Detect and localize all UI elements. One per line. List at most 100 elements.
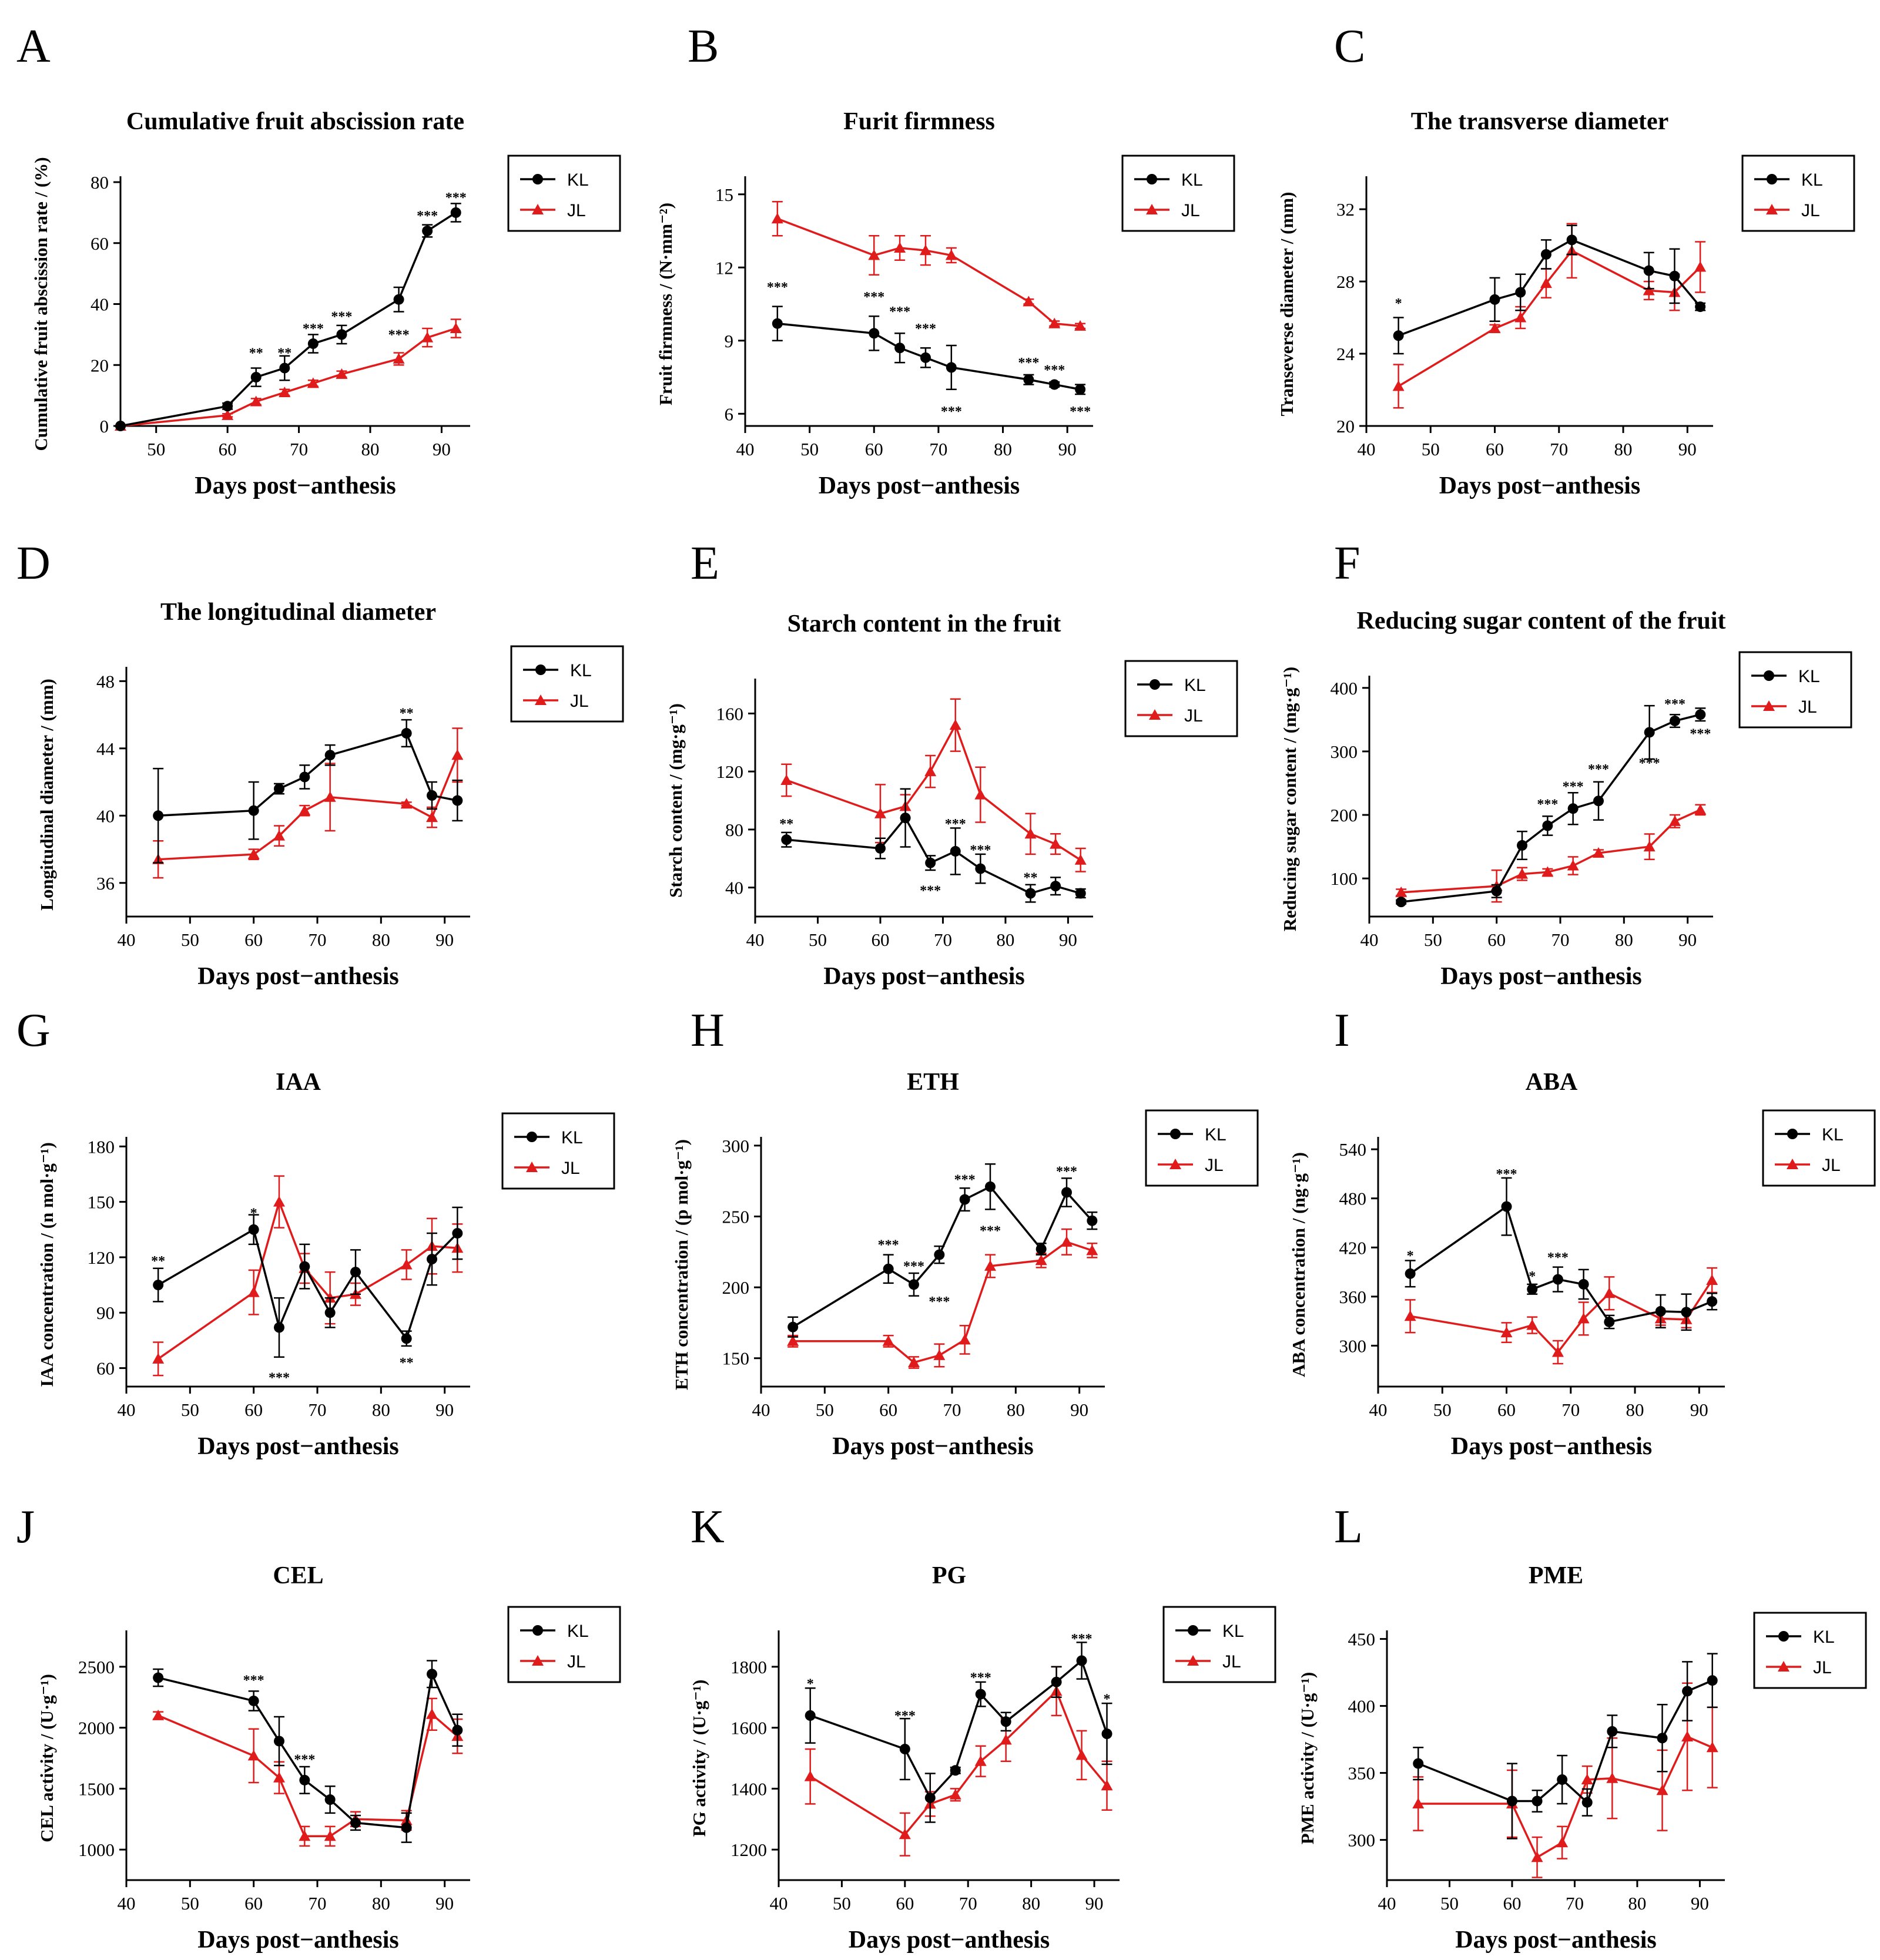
x-tick-label: 90: [435, 1399, 454, 1420]
x-tick-label: 40: [1358, 439, 1376, 459]
data-point: [1076, 1655, 1087, 1666]
series-line: [157, 1199, 458, 1360]
data-point: [324, 1307, 336, 1318]
data-point: [250, 372, 262, 382]
panel-I: I ABA 40 50 60 70 80 90 300 360 420 480 540 Days post…: [1288, 1005, 1876, 1460]
y-tick-label: 48: [96, 671, 115, 692]
y-tick-label: 0: [100, 416, 109, 437]
significance-mark: ***: [303, 321, 324, 337]
x-tick-label: 70: [309, 1399, 327, 1420]
legend-label-KL: KL: [1205, 1125, 1226, 1145]
legend-label-JL: JL: [1822, 1156, 1841, 1175]
x-tick-label: 90: [1690, 1399, 1708, 1420]
data-point: [1657, 1733, 1668, 1744]
data-point: [1604, 1316, 1615, 1327]
data-point: [299, 1830, 311, 1841]
series-line: [786, 722, 1081, 861]
significance-mark: ***: [929, 1294, 950, 1310]
legend-label-KL: KL: [1181, 170, 1203, 190]
significance-mark: ***: [878, 1238, 899, 1253]
x-tick-label: 40: [1369, 1399, 1388, 1420]
x-tick-label: 90: [1691, 1893, 1709, 1914]
panel-letter: A: [16, 21, 51, 72]
data-point: [1035, 1254, 1047, 1266]
legend-marker-KL: [1767, 174, 1777, 184]
data-point: [1578, 1278, 1589, 1290]
y-tick-label: 40: [725, 878, 743, 898]
y-tick-label: 180: [88, 1136, 115, 1157]
panel-letter: J: [16, 1501, 35, 1553]
series-line: [120, 327, 457, 427]
data-point: [1025, 888, 1036, 899]
panel-letter: C: [1334, 21, 1365, 72]
x-tick-label: 60: [879, 1399, 897, 1420]
data-point: [909, 1279, 919, 1290]
significance-mark: *: [807, 1676, 814, 1691]
data-point: [771, 213, 783, 224]
legend-marker-JL: [526, 1162, 538, 1172]
significance-mark: *: [1395, 296, 1402, 311]
legend: KL JL: [510, 645, 624, 723]
data-point: [426, 811, 438, 823]
significance-mark: ***: [1071, 1632, 1093, 1647]
significance-mark: ***: [1639, 756, 1660, 771]
data-point: [1557, 1774, 1568, 1785]
y-tick-label: 300: [1339, 1335, 1367, 1356]
y-tick-label: 80: [725, 820, 743, 840]
significance-mark: ***: [1018, 355, 1039, 371]
x-tick-label: 60: [244, 1399, 263, 1420]
legend-marker-JL: [1766, 204, 1778, 214]
significance-mark: ***: [1664, 697, 1685, 712]
legend-box: [1753, 1612, 1867, 1689]
legend-marker-KL: [1188, 1625, 1198, 1636]
legend-label-JL: JL: [1798, 697, 1817, 717]
x-tick-label: 60: [244, 1893, 263, 1914]
y-tick-label: 2000: [78, 1718, 115, 1739]
data-point: [1086, 1244, 1098, 1256]
series-KL: [153, 1206, 463, 1358]
y-tick-label: 1400: [730, 1778, 767, 1799]
data-point: [874, 807, 886, 818]
legend-marker-JL: [1149, 709, 1161, 720]
data-point: [1101, 1729, 1112, 1739]
data-point: [274, 1322, 284, 1333]
data-point: [1694, 261, 1707, 272]
data-point: [908, 1356, 920, 1367]
series-KL: [787, 1163, 1098, 1338]
data-point: [1075, 1749, 1088, 1760]
significance-mark: ***: [331, 309, 352, 324]
significance-mark: ***: [945, 817, 966, 832]
series-JL: [804, 1666, 1113, 1857]
y-tick-label: 480: [1339, 1189, 1367, 1209]
data-point: [1669, 815, 1681, 826]
data-point: [450, 207, 461, 218]
data-point: [1050, 838, 1062, 849]
data-point: [874, 843, 886, 854]
series-KL: [1396, 704, 1706, 908]
y-axis-label: Fruit firmness / (N·mm⁻²): [655, 203, 676, 405]
data-point: [1540, 249, 1551, 260]
x-axis-label: Days post−anthesis: [823, 963, 1025, 990]
x-tick-label: 90: [1678, 439, 1697, 459]
data-point: [1694, 804, 1707, 815]
data-point: [1656, 1784, 1668, 1795]
x-tick-label: 80: [361, 439, 380, 459]
y-tick-label: 24: [1336, 344, 1355, 364]
x-tick-label: 40: [770, 1893, 788, 1914]
x-axis-label: Days post−anthesis: [819, 472, 1020, 499]
y-tick-label: 32: [1336, 199, 1355, 220]
y-tick-label: 350: [1348, 1763, 1376, 1784]
data-point: [350, 1267, 361, 1278]
x-tick-label: 70: [934, 929, 952, 950]
panel-H: H ETH 40 50 60 70 80 90 150 200 250 300 Days post−an…: [671, 1005, 1259, 1460]
panel-J: J CEL 40 50 60 70 80 90 1000 1500 2000 2500 Days pos…: [16, 1501, 621, 1954]
y-tick-label: 150: [88, 1192, 115, 1213]
legend-box: [507, 1606, 621, 1683]
data-point: [1101, 1780, 1113, 1791]
data-point: [1000, 1734, 1012, 1745]
y-tick-label: 20: [91, 355, 109, 375]
data-point: [152, 1709, 165, 1720]
data-point: [899, 1828, 911, 1840]
chart-title: PME: [1529, 1562, 1583, 1589]
data-point: [949, 1788, 961, 1800]
